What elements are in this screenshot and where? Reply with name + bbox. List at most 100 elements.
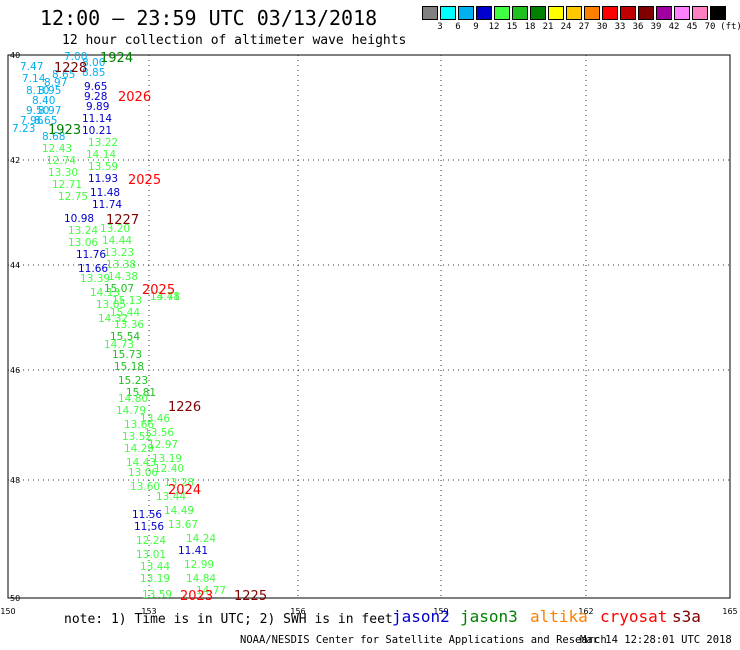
pass-time-label: 2025 [142,283,175,298]
wave-reading: 13.22 [88,137,118,149]
colorbar-unit: (ft) [720,22,740,32]
colorbar-swatch [440,6,456,20]
wave-reading: 8.85 [82,67,105,79]
wave-reading: 8.68 [42,131,65,143]
longitude-label: 165 [722,607,737,616]
wave-reading: 12.99 [184,559,214,571]
colorbar-label: 6 [455,22,461,32]
mission-jason3: jason3 [460,607,518,626]
wave-reading: 8.00 [82,57,105,69]
mission-jason2: jason2 [392,607,450,626]
wave-reading: 8.10 [26,85,49,97]
wave-reading: 11.56 [134,521,164,533]
wave-reading: 13.06 [68,237,98,249]
wave-reading: 12.43 [42,143,72,155]
wave-reading: 9.28 [84,91,107,103]
colorbar-label: 18 [524,22,536,32]
longitude-label: 156 [290,607,305,616]
colorbar-swatch [638,6,654,20]
wave-reading: 13.24 [68,225,98,237]
wave-reading: 15.23 [118,375,148,387]
colorbar-label: 36 [632,22,644,32]
pass-time-label: 1923 [48,123,81,138]
latitude-label: 50 [10,594,20,603]
pass-time-labels: 1924 1228 2026 1923 2025 1227 2025 1226 2024 2023… [48,51,267,604]
pass-time-label: 2026 [118,90,151,105]
colorbar-swatch [422,6,438,20]
mission-cryosat: cryosat [600,607,668,626]
wave-reading: 14.24 [186,533,216,545]
longitude-label: 150 [0,607,15,616]
mission-s3a: s3a [672,607,701,626]
longitude-labels: 150 153 156 159 162 165 [0,607,737,616]
wave-readings: 7.007.478.657.148.978.108.958.409.508.97… [12,51,226,601]
gridlines [8,55,730,598]
wave-reading: 8.65 [34,115,57,127]
colorbar-label: 24 [560,22,572,32]
pass-time-label: 1225 [234,589,267,604]
wave-reading: 14.73 [104,339,134,351]
map-subtitle: 12 hour collection of altimeter wave hei… [62,33,407,48]
wave-reading: 13.39 [80,273,110,285]
colorbar-swatch [656,6,672,20]
wave-reading: 13.46 [140,413,170,425]
wave-reading: 11.66 [78,263,108,275]
longitude-label: 162 [578,607,593,616]
wave-reading: 15.44 [110,307,140,319]
wave-reading: 13.56 [144,427,174,439]
wave-reading: 12.71 [52,179,82,191]
colorbar-swatch [620,6,636,20]
wave-reading: 13.48 [150,291,180,303]
colorbar-swatch [674,6,690,20]
wave-reading: 12.75 [58,191,88,203]
colorbar-label: 70 [704,22,716,32]
colorbar-label: 30 [596,22,608,32]
wave-reading: 11.74 [92,199,122,211]
colorbar-swatch [692,6,708,20]
wave-reading: 13.38 [106,259,136,271]
wave-reading: 15.54 [110,331,140,343]
wave-reading: 13.44 [140,561,170,573]
wave-reading: 14.32 [98,313,128,325]
wave-reading: 13.52 [122,431,152,443]
colorbar-label: 21 [542,22,554,32]
wave-reading: 8.95 [38,85,61,97]
wave-reading: 12.97 [148,439,178,451]
latitude-label: 46 [10,366,20,375]
wave-reading: 14.49 [164,505,194,517]
colorbar-swatch [530,6,546,20]
wave-reading: 11.14 [82,113,112,125]
wave-reading: 13.06 [128,467,158,479]
latitude-label: 42 [10,156,20,165]
wave-reading: 13.36 [114,319,144,331]
wave-reading: 13.23 [104,247,134,259]
colorbar-label: 9 [473,22,479,32]
wave-reading: 7.00 [64,51,87,63]
wave-reading: 8.40 [32,95,55,107]
mission-altika: altika [530,607,588,626]
wave-reading: 9.50 [26,105,49,117]
wave-reading: 15.73 [112,349,142,361]
wave-reading: 9.89 [86,101,109,113]
colorbar-swatch [584,6,600,20]
pass-time-label: 2024 [168,483,201,498]
wave-reading: 11.56 [132,509,162,521]
wave-reading: 15.81 [126,387,156,399]
wave-reading: 13.01 [136,549,166,561]
colorbar-swatch [548,6,564,20]
wave-reading: 14.79 [116,405,146,417]
plot-frame [7,54,731,599]
colorbar-label: 12 [488,22,500,32]
footer-note: note: 1) Time is in UTC; 2) SWH is in fe… [64,612,393,627]
wave-reading: 11.41 [178,545,208,557]
wave-reading: 13.19 [152,453,182,465]
wave-reading: 11.93 [88,173,118,185]
colorbar-swatch [602,6,618,20]
wave-reading: 14.84 [186,573,216,585]
colorbar-swatch [458,6,474,20]
wave-reading: 10.98 [64,213,94,225]
wave-reading: 8.65 [52,69,75,81]
latitude-labels: 40 42 44 46 48 50 [10,51,20,603]
wave-reading: 13.44 [156,491,186,503]
